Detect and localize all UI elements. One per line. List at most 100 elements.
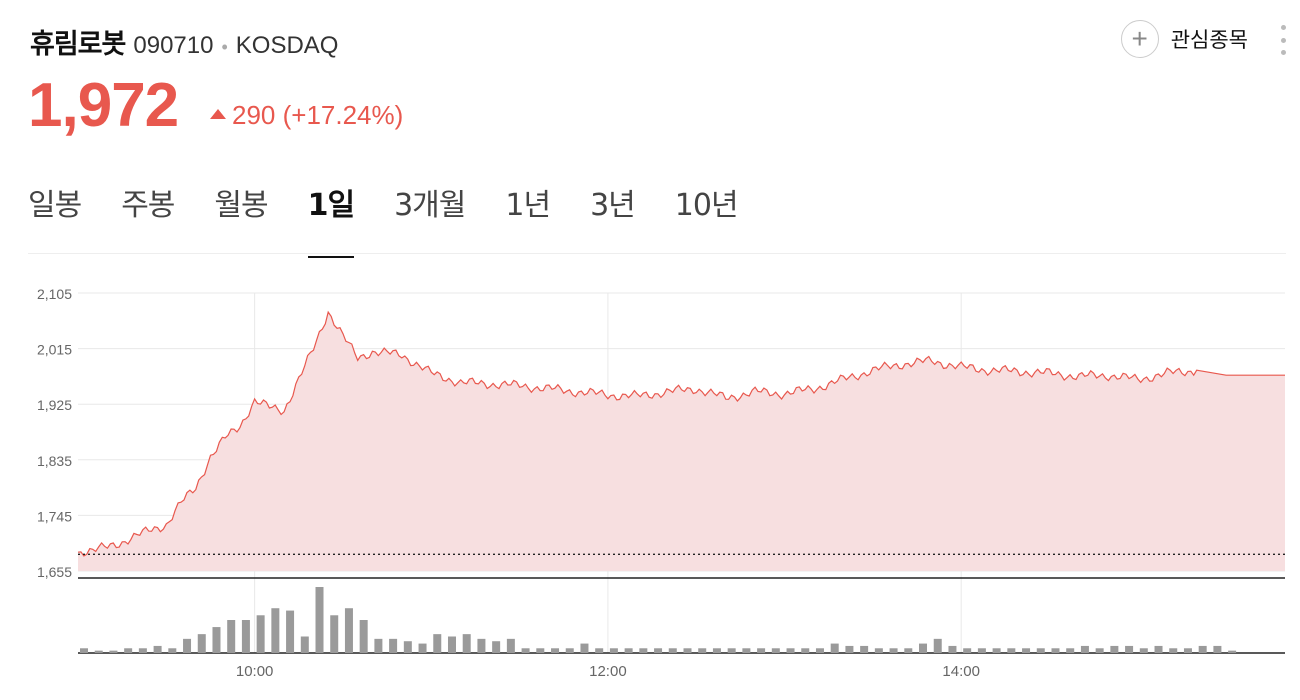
plus-icon: + <box>1120 20 1159 58</box>
volume-bar <box>815 648 824 653</box>
volume-bar <box>668 648 677 653</box>
stock-header: 휴림로봇 090710 • KOSDAQ <box>30 22 339 60</box>
volume-bar <box>521 648 530 653</box>
volume-bar <box>860 645 869 653</box>
volume-bar <box>477 638 486 653</box>
volume-bar <box>315 587 324 653</box>
volume-bar <box>919 643 928 653</box>
volume-bar <box>536 648 545 653</box>
volume-bar <box>1080 645 1089 653</box>
tab-3-months[interactable]: 3개월 <box>394 188 466 223</box>
volume-bar <box>212 627 221 653</box>
volume-bar <box>845 645 854 653</box>
volume-bar <box>683 648 692 653</box>
y-tick-label: 2,015 <box>37 342 72 358</box>
price-area-fill <box>78 312 1285 571</box>
separator-dot: • <box>221 37 228 57</box>
x-tick-label: 10:00 <box>236 663 274 680</box>
volume-bar <box>418 643 427 653</box>
volume-bar <box>256 615 265 653</box>
volume-bar <box>286 610 295 653</box>
x-tick-label: 12:00 <box>589 663 627 680</box>
volume-bar <box>1198 645 1207 653</box>
volume-bar <box>492 641 501 653</box>
volume-bar <box>241 620 250 653</box>
stock-name: 휴림로봇 <box>30 29 126 60</box>
volume-bar <box>639 648 648 653</box>
volume-bar <box>654 648 663 653</box>
volume-bar <box>389 638 398 653</box>
volume-bar <box>904 648 913 653</box>
volume-bar <box>727 648 736 653</box>
y-tick-label: 1,745 <box>37 508 72 524</box>
volume-bar <box>1183 648 1192 653</box>
volume-bar <box>300 636 309 653</box>
volume-bar <box>462 634 471 653</box>
volume-bar <box>447 636 456 653</box>
volume-bar <box>698 648 707 653</box>
current-price: 1,972 <box>28 71 179 140</box>
y-tick-label: 1,925 <box>37 397 72 413</box>
volume-bar <box>94 650 103 653</box>
y-tick-label: 1,835 <box>37 453 72 469</box>
volume-bar <box>874 648 883 653</box>
y-tick-label: 2,105 <box>37 286 72 302</box>
volume-bar <box>1022 648 1031 653</box>
volume-bar <box>197 634 206 653</box>
tab-weekly[interactable]: 주봉 <box>121 188 175 223</box>
volume-bar <box>1051 648 1060 653</box>
volume-bar <box>227 620 236 653</box>
volume-bar <box>830 643 839 653</box>
stock-code: 090710 <box>133 32 214 59</box>
volume-bar <box>80 648 88 653</box>
volume-bar <box>1095 648 1104 653</box>
volume-bar <box>889 648 898 653</box>
price-change-value: 290 (+17.24%) <box>232 100 404 130</box>
tab-3-years[interactable]: 3년 <box>590 188 636 223</box>
volume-bar <box>712 648 721 653</box>
volume-bar <box>565 648 574 653</box>
x-tick-label: 14:00 <box>942 663 980 680</box>
volume-bar <box>403 641 412 653</box>
volume-bar <box>933 638 942 653</box>
volume-bar <box>506 638 515 653</box>
more-options-icon[interactable] <box>1280 25 1286 55</box>
volume-bar <box>1036 648 1045 653</box>
tab-divider <box>28 253 1286 254</box>
tab-monthly[interactable]: 월봉 <box>214 188 268 223</box>
watchlist-button[interactable]: + 관심종목 <box>1120 20 1248 58</box>
price-change: 290 (+17.24%) <box>210 100 403 131</box>
volume-bar <box>977 648 986 653</box>
volume-bar <box>1213 645 1222 653</box>
volume-bar <box>786 648 795 653</box>
volume-bar <box>1066 648 1075 653</box>
volume-bar <box>992 648 1001 653</box>
y-tick-label: 1,655 <box>37 564 72 580</box>
volume-bar <box>1007 648 1016 653</box>
volume-bar <box>1125 645 1134 653</box>
volume-bar <box>1139 648 1148 653</box>
volume-bar <box>595 648 604 653</box>
volume-bar <box>168 648 177 653</box>
volume-bar <box>1110 645 1119 653</box>
volume-bar <box>771 648 780 653</box>
volume-bar <box>551 648 560 653</box>
tab-1-year[interactable]: 1년 <box>505 188 551 223</box>
volume-bar <box>1228 650 1237 653</box>
tab-daily[interactable]: 일봉 <box>28 188 82 223</box>
volume-bar <box>1154 645 1163 653</box>
volume-bar <box>1169 648 1178 653</box>
volume-bar <box>183 638 192 653</box>
volume-bar <box>344 608 353 653</box>
volume-bar <box>124 648 133 653</box>
tab-10-years[interactable]: 10년 <box>674 188 739 223</box>
volume-bar <box>374 638 383 653</box>
volume-bar <box>138 648 147 653</box>
market-name: KOSDAQ <box>235 32 339 59</box>
price-line <box>77 310 1285 557</box>
volume-bar <box>948 645 957 653</box>
tab-1-day[interactable]: 1일 <box>307 180 355 258</box>
volume-bar <box>433 634 442 653</box>
volume-bar <box>742 648 751 653</box>
